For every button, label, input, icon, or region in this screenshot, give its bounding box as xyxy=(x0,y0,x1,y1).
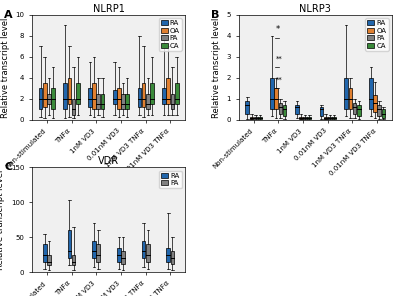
FancyBboxPatch shape xyxy=(76,83,80,104)
FancyBboxPatch shape xyxy=(308,117,311,119)
FancyBboxPatch shape xyxy=(171,94,174,110)
FancyBboxPatch shape xyxy=(324,117,328,119)
FancyBboxPatch shape xyxy=(63,83,67,110)
FancyBboxPatch shape xyxy=(72,255,76,265)
FancyBboxPatch shape xyxy=(146,94,150,110)
FancyBboxPatch shape xyxy=(96,94,100,110)
FancyBboxPatch shape xyxy=(246,101,249,114)
FancyBboxPatch shape xyxy=(166,78,170,104)
FancyBboxPatch shape xyxy=(332,117,336,119)
FancyBboxPatch shape xyxy=(378,105,381,116)
FancyBboxPatch shape xyxy=(68,230,71,258)
FancyBboxPatch shape xyxy=(250,117,253,119)
FancyBboxPatch shape xyxy=(142,241,146,258)
FancyBboxPatch shape xyxy=(51,89,55,110)
Text: B: B xyxy=(211,9,220,20)
FancyBboxPatch shape xyxy=(113,91,116,104)
FancyBboxPatch shape xyxy=(274,89,278,110)
FancyBboxPatch shape xyxy=(39,89,42,110)
Text: **: ** xyxy=(276,77,282,83)
FancyBboxPatch shape xyxy=(353,103,356,114)
FancyBboxPatch shape xyxy=(43,244,46,262)
FancyBboxPatch shape xyxy=(283,105,286,116)
FancyBboxPatch shape xyxy=(138,89,141,107)
FancyBboxPatch shape xyxy=(92,83,96,110)
FancyBboxPatch shape xyxy=(303,117,307,119)
Legend: RA, OA, PA, CA: RA, OA, PA, CA xyxy=(365,18,388,51)
Y-axis label: Relative transcript level: Relative transcript level xyxy=(0,170,5,270)
FancyBboxPatch shape xyxy=(295,105,299,114)
FancyBboxPatch shape xyxy=(72,99,76,115)
FancyBboxPatch shape xyxy=(43,83,46,107)
Text: A: A xyxy=(4,9,13,20)
FancyBboxPatch shape xyxy=(348,89,352,110)
Text: *: * xyxy=(276,25,280,34)
FancyBboxPatch shape xyxy=(299,117,303,119)
FancyBboxPatch shape xyxy=(278,103,282,114)
Title: NLRP3: NLRP3 xyxy=(300,4,331,14)
FancyBboxPatch shape xyxy=(373,95,377,112)
Legend: RA, PA: RA, PA xyxy=(159,171,182,188)
FancyBboxPatch shape xyxy=(47,255,51,265)
FancyBboxPatch shape xyxy=(117,89,121,110)
FancyBboxPatch shape xyxy=(47,94,51,104)
Title: VDR: VDR xyxy=(98,156,119,166)
FancyBboxPatch shape xyxy=(121,94,125,110)
FancyBboxPatch shape xyxy=(369,78,373,110)
FancyBboxPatch shape xyxy=(270,78,274,110)
FancyBboxPatch shape xyxy=(101,94,104,110)
FancyBboxPatch shape xyxy=(382,110,385,118)
FancyBboxPatch shape xyxy=(142,83,146,107)
FancyBboxPatch shape xyxy=(166,248,170,262)
Title: NLRP1: NLRP1 xyxy=(93,4,124,14)
FancyBboxPatch shape xyxy=(171,251,174,264)
FancyBboxPatch shape xyxy=(162,89,166,104)
FancyBboxPatch shape xyxy=(357,105,361,116)
FancyBboxPatch shape xyxy=(328,117,332,119)
FancyBboxPatch shape xyxy=(344,78,348,110)
Legend: RA, OA, PA, CA: RA, OA, PA, CA xyxy=(158,18,182,51)
FancyBboxPatch shape xyxy=(121,251,125,264)
FancyBboxPatch shape xyxy=(68,78,71,104)
FancyBboxPatch shape xyxy=(88,89,92,107)
FancyBboxPatch shape xyxy=(92,241,96,258)
FancyBboxPatch shape xyxy=(258,117,262,119)
FancyBboxPatch shape xyxy=(125,94,129,110)
Y-axis label: Relative transcript level: Relative transcript level xyxy=(212,17,221,118)
Y-axis label: Relative transcript level: Relative transcript level xyxy=(1,17,10,118)
Text: **: ** xyxy=(276,56,282,62)
FancyBboxPatch shape xyxy=(320,107,323,116)
Text: C: C xyxy=(4,162,12,172)
FancyBboxPatch shape xyxy=(175,83,178,104)
FancyBboxPatch shape xyxy=(150,83,154,104)
FancyBboxPatch shape xyxy=(96,244,100,262)
FancyBboxPatch shape xyxy=(117,248,121,262)
FancyBboxPatch shape xyxy=(146,244,150,262)
FancyBboxPatch shape xyxy=(254,117,258,119)
